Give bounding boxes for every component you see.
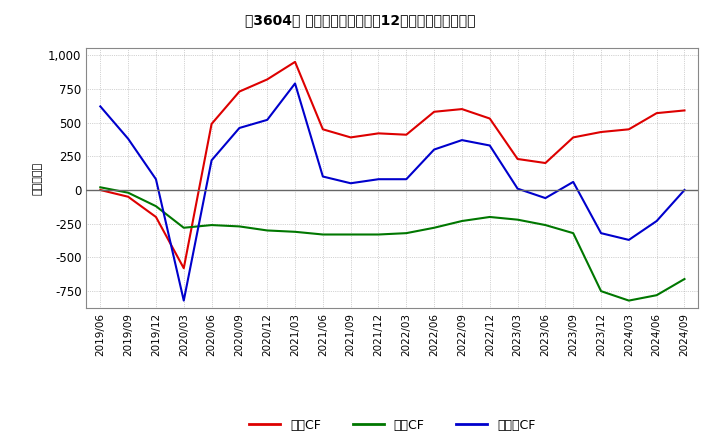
営業CF xyxy=(569,135,577,140)
フリーCF xyxy=(235,125,243,131)
投資CF xyxy=(96,185,104,190)
フリーCF xyxy=(541,195,550,201)
営業CF xyxy=(402,132,410,137)
投資CF xyxy=(652,293,661,298)
営業CF xyxy=(179,266,188,271)
投資CF xyxy=(124,190,132,195)
営業CF xyxy=(485,116,494,121)
営業CF xyxy=(318,127,327,132)
営業CF xyxy=(235,89,243,94)
営業CF xyxy=(291,59,300,65)
営業CF xyxy=(652,110,661,116)
フリーCF xyxy=(624,237,633,242)
営業CF xyxy=(458,106,467,112)
投資CF xyxy=(513,217,522,222)
Text: 【3604】 キャッシュフローの12か月移動合計の推移: 【3604】 キャッシュフローの12か月移動合計の推移 xyxy=(245,13,475,27)
投資CF xyxy=(291,229,300,235)
投資CF xyxy=(458,218,467,224)
営業CF xyxy=(346,135,355,140)
フリーCF xyxy=(402,176,410,182)
フリーCF xyxy=(96,104,104,109)
フリーCF xyxy=(652,218,661,224)
投資CF xyxy=(179,225,188,231)
営業CF xyxy=(680,108,689,113)
フリーCF xyxy=(207,158,216,163)
フリーCF xyxy=(318,174,327,179)
フリーCF xyxy=(485,143,494,148)
フリーCF xyxy=(569,179,577,184)
投資CF xyxy=(207,223,216,228)
フリーCF xyxy=(430,147,438,152)
営業CF xyxy=(124,194,132,199)
投資CF xyxy=(346,232,355,237)
投資CF xyxy=(235,224,243,229)
フリーCF xyxy=(597,231,606,236)
営業CF xyxy=(513,156,522,161)
フリーCF xyxy=(179,298,188,303)
投資CF xyxy=(680,276,689,282)
営業CF xyxy=(152,214,161,220)
投資CF xyxy=(402,231,410,236)
フリーCF xyxy=(291,81,300,86)
フリーCF xyxy=(346,180,355,186)
営業CF xyxy=(430,109,438,114)
Legend: 営業CF, 投資CF, フリーCF: 営業CF, 投資CF, フリーCF xyxy=(244,414,541,437)
営業CF xyxy=(374,131,383,136)
営業CF xyxy=(96,187,104,193)
投資CF xyxy=(430,225,438,231)
営業CF xyxy=(624,127,633,132)
投資CF xyxy=(374,232,383,237)
投資CF xyxy=(152,204,161,209)
投資CF xyxy=(485,214,494,220)
投資CF xyxy=(624,298,633,303)
フリーCF xyxy=(680,187,689,193)
Line: フリーCF: フリーCF xyxy=(100,84,685,301)
営業CF xyxy=(263,77,271,82)
Line: 投資CF: 投資CF xyxy=(100,187,685,301)
投資CF xyxy=(569,231,577,236)
投資CF xyxy=(541,223,550,228)
投資CF xyxy=(318,232,327,237)
Y-axis label: （百万円）: （百万円） xyxy=(32,161,42,195)
フリーCF xyxy=(458,137,467,143)
フリーCF xyxy=(263,117,271,122)
投資CF xyxy=(263,228,271,233)
フリーCF xyxy=(152,176,161,182)
投資CF xyxy=(597,289,606,294)
フリーCF xyxy=(513,186,522,191)
営業CF xyxy=(207,121,216,127)
Line: 営業CF: 営業CF xyxy=(100,62,685,268)
営業CF xyxy=(597,129,606,135)
営業CF xyxy=(541,161,550,166)
フリーCF xyxy=(124,136,132,141)
フリーCF xyxy=(374,176,383,182)
